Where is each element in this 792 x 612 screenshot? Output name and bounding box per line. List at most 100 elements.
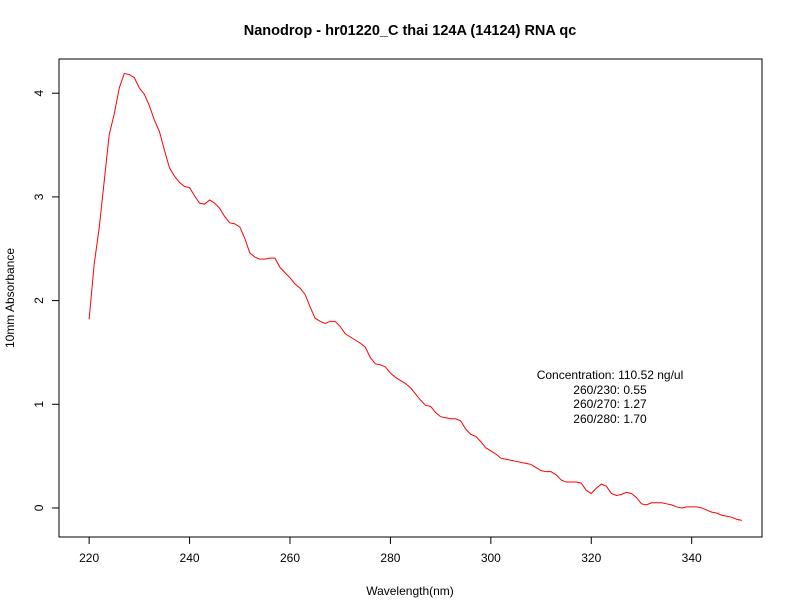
data-point — [731, 517, 732, 518]
data-point — [535, 467, 536, 468]
data-point — [345, 333, 346, 334]
data-point — [741, 520, 742, 521]
data-point — [621, 494, 622, 495]
data-point — [736, 519, 737, 520]
concentration-text: Concentration: 110.52 ng/ul — [537, 368, 684, 382]
data-point — [556, 474, 557, 475]
data-point — [159, 131, 160, 132]
x-axis-label: Wavelength(nm) — [366, 584, 454, 598]
data-point — [616, 495, 617, 496]
x-axis: 220 240 260 280 300 320 340 — [79, 537, 702, 565]
data-point — [94, 264, 95, 265]
data-point — [284, 272, 285, 273]
data-point — [596, 488, 597, 489]
data-point — [430, 406, 431, 407]
data-point — [360, 343, 361, 344]
data-point — [264, 259, 265, 260]
data-point — [485, 447, 486, 448]
data-point — [274, 257, 275, 258]
data-point — [129, 74, 130, 75]
data-point — [480, 441, 481, 442]
data-point — [249, 252, 250, 253]
data-point — [470, 434, 471, 435]
plot-frame — [58, 58, 763, 538]
data-point — [706, 509, 707, 510]
data-point — [224, 216, 225, 217]
data-point — [586, 490, 587, 491]
data-point — [611, 493, 612, 494]
data-point — [335, 321, 336, 322]
data-point — [89, 319, 90, 320]
data-point — [540, 470, 541, 471]
data-point — [144, 94, 145, 95]
data-point — [450, 418, 451, 419]
data-point — [299, 288, 300, 289]
data-point — [244, 238, 245, 239]
data-point — [169, 167, 170, 168]
data-point — [510, 460, 511, 461]
data-point — [314, 318, 315, 319]
ratio-260-280-text: 260/280: 1.70 — [573, 412, 647, 426]
data-point — [701, 507, 702, 508]
data-point — [666, 503, 667, 504]
data-point — [661, 502, 662, 503]
y-tick-label: 0 — [32, 504, 46, 511]
data-point — [154, 120, 155, 121]
data-point — [189, 187, 190, 188]
y-axis-label: 10mm Absorbance — [3, 248, 17, 348]
data-point — [164, 150, 165, 151]
data-point — [571, 481, 572, 482]
data-point — [99, 227, 100, 228]
data-point — [425, 405, 426, 406]
y-tick-label: 1 — [32, 401, 46, 408]
data-point — [365, 347, 366, 348]
data-point — [139, 87, 140, 88]
data-point — [671, 504, 672, 505]
data-point — [530, 464, 531, 465]
data-point — [581, 482, 582, 483]
data-point — [134, 77, 135, 78]
data-point — [320, 321, 321, 322]
x-tick-label: 260 — [280, 551, 300, 565]
data-point — [325, 323, 326, 324]
data-point — [269, 257, 270, 258]
data-point — [104, 181, 105, 182]
data-point — [651, 502, 652, 503]
data-point — [380, 364, 381, 365]
data-point — [390, 373, 391, 374]
data-point — [410, 387, 411, 388]
data-point — [716, 513, 717, 514]
data-point — [119, 87, 120, 88]
y-axis: 0 1 2 3 4 — [32, 90, 59, 511]
data-point — [254, 256, 255, 257]
data-point — [229, 222, 230, 223]
data-point — [626, 492, 627, 493]
y-tick-label: 4 — [32, 90, 46, 97]
data-point — [304, 294, 305, 295]
data-point — [219, 208, 220, 209]
data-point — [505, 459, 506, 460]
data-point — [109, 134, 110, 135]
data-point — [179, 182, 180, 183]
data-point — [340, 326, 341, 327]
data-point — [686, 506, 687, 507]
data-point — [355, 339, 356, 340]
data-point — [194, 195, 195, 196]
y-tick-label: 3 — [32, 193, 46, 200]
data-point — [465, 429, 466, 430]
data-point — [294, 283, 295, 284]
data-point — [415, 393, 416, 394]
data-point — [289, 277, 290, 278]
data-point — [455, 418, 456, 419]
data-point — [234, 223, 235, 224]
data-point — [460, 420, 461, 421]
data-point — [696, 506, 697, 507]
data-point — [375, 363, 376, 364]
data-point — [214, 203, 215, 204]
data-point — [259, 259, 260, 260]
ratio-260-230-text: 260/230: 0.55 — [573, 383, 647, 397]
data-point — [330, 321, 331, 322]
data-point — [601, 484, 602, 485]
x-tick-label: 300 — [481, 551, 501, 565]
